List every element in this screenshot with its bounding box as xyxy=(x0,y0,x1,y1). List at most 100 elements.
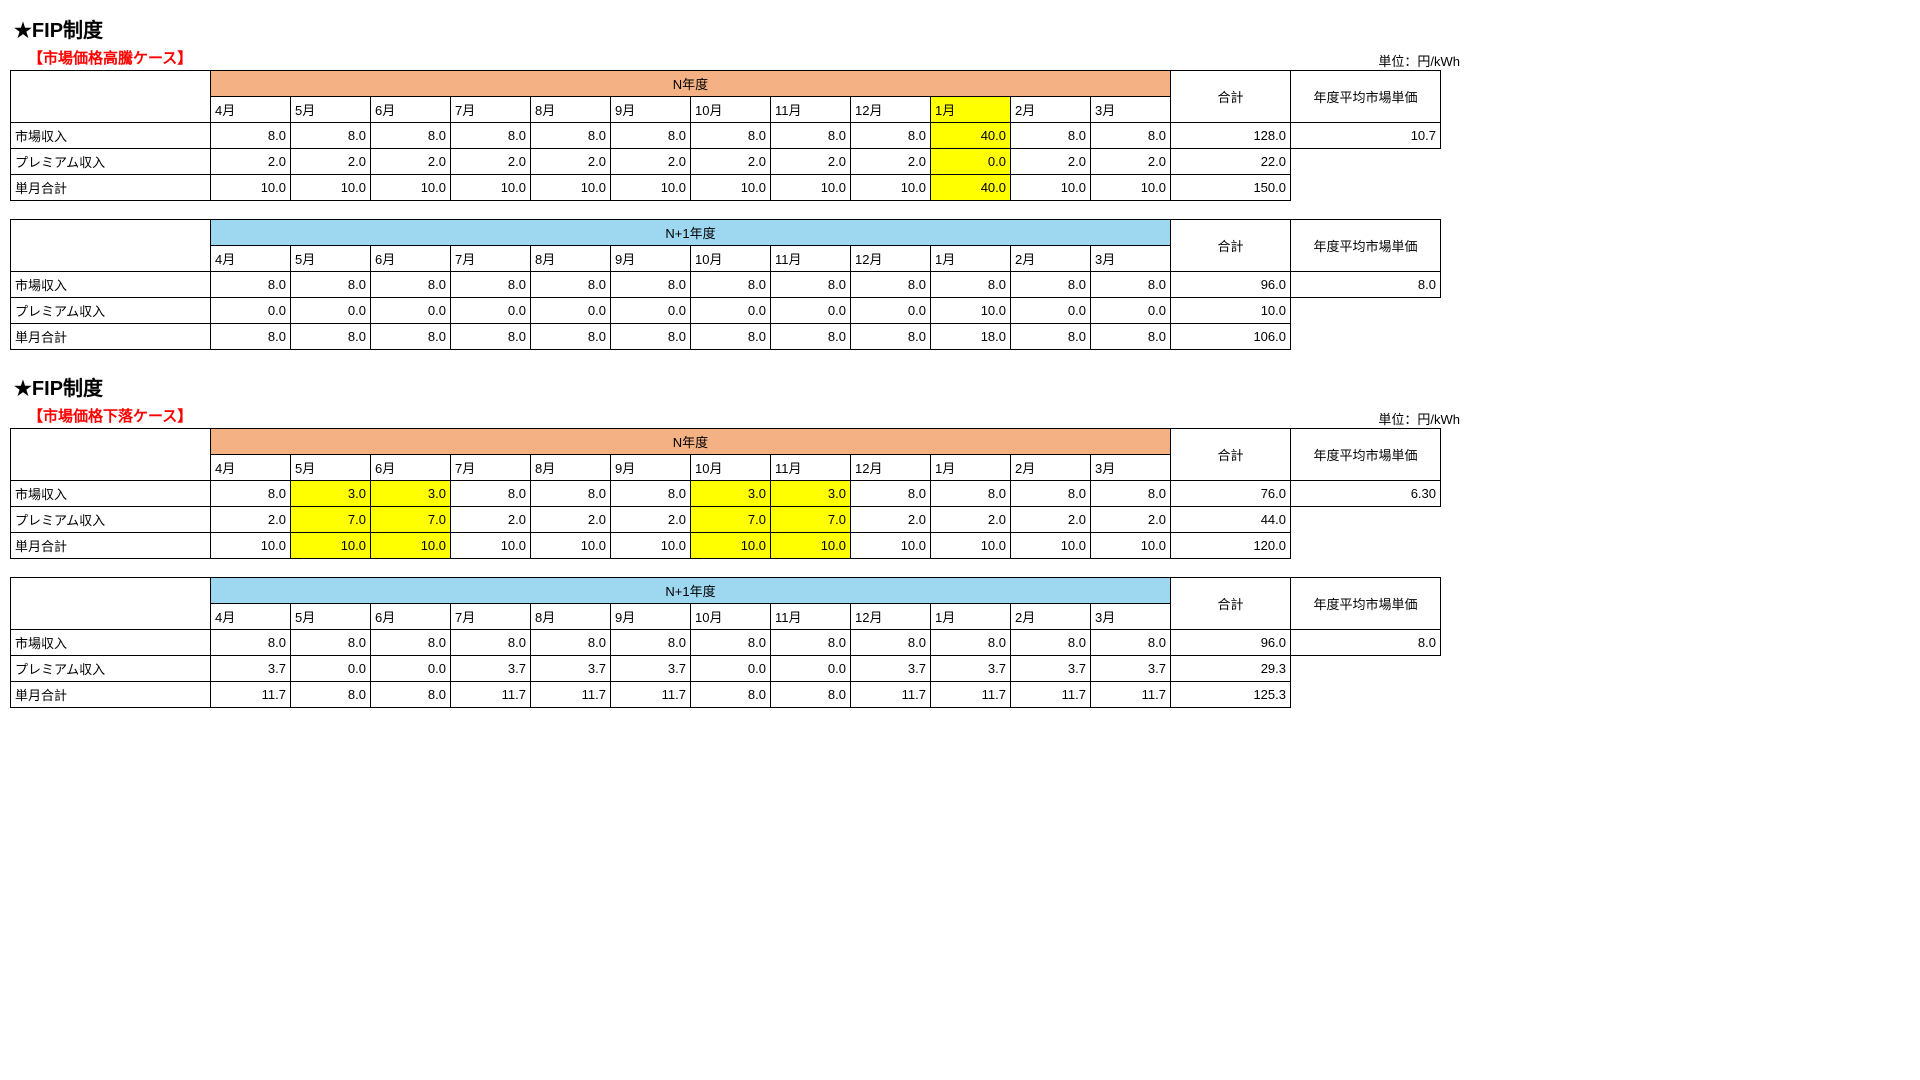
data-cell: 8.0 xyxy=(371,272,451,298)
data-cell: 8.0 xyxy=(691,682,771,708)
avg-header: 年度平均市場単価 xyxy=(1291,429,1441,481)
data-cell: 8.0 xyxy=(531,272,611,298)
data-cell: 8.0 xyxy=(531,481,611,507)
month-header: 8月 xyxy=(531,455,611,481)
month-header: 12月 xyxy=(851,604,931,630)
data-cell: 0.0 xyxy=(691,656,771,682)
data-cell: 11.7 xyxy=(531,682,611,708)
data-cell: 8.0 xyxy=(451,630,531,656)
month-header: 3月 xyxy=(1091,604,1171,630)
data-cell: 8.0 xyxy=(1091,123,1171,149)
fip-tables-root: ★FIP制度【市場価格高騰ケース】単位：円/kWhN年度合計年度平均市場単価4月… xyxy=(10,14,1910,708)
data-cell: 8.0 xyxy=(691,272,771,298)
data-cell: 10.0 xyxy=(691,175,771,201)
year-header: N年度 xyxy=(211,71,1171,97)
month-header: 12月 xyxy=(851,97,931,123)
data-cell: 10.0 xyxy=(1011,175,1091,201)
month-header: 6月 xyxy=(371,97,451,123)
month-header: 4月 xyxy=(211,455,291,481)
data-cell: 0.0 xyxy=(291,298,371,324)
avg-cell-empty xyxy=(1291,656,1441,682)
data-cell: 0.0 xyxy=(691,298,771,324)
avg-cell-empty xyxy=(1291,324,1441,350)
data-cell: 2.0 xyxy=(931,507,1011,533)
data-cell: 0.0 xyxy=(1091,298,1171,324)
data-cell: 10.0 xyxy=(1091,533,1171,559)
month-header: 6月 xyxy=(371,455,451,481)
blank-header xyxy=(11,71,211,123)
data-cell: 7.0 xyxy=(771,507,851,533)
data-cell: 8.0 xyxy=(611,481,691,507)
data-cell: 2.0 xyxy=(531,149,611,175)
section-title: ★FIP制度 xyxy=(14,372,1910,401)
data-cell: 3.7 xyxy=(1091,656,1171,682)
data-cell: 10.0 xyxy=(1011,533,1091,559)
data-cell: 10.0 xyxy=(851,175,931,201)
month-header: 3月 xyxy=(1091,246,1171,272)
data-cell: 3.0 xyxy=(771,481,851,507)
total-cell: 29.3 xyxy=(1171,656,1291,682)
data-cell: 0.0 xyxy=(611,298,691,324)
data-cell: 10.0 xyxy=(291,175,371,201)
data-cell: 2.0 xyxy=(611,149,691,175)
data-cell: 3.0 xyxy=(691,481,771,507)
data-cell: 2.0 xyxy=(211,149,291,175)
row-label: 市場収入 xyxy=(11,630,211,656)
total-cell: 44.0 xyxy=(1171,507,1291,533)
row-label: 市場収入 xyxy=(11,123,211,149)
month-header: 12月 xyxy=(851,246,931,272)
data-cell: 0.0 xyxy=(531,298,611,324)
data-cell: 3.0 xyxy=(371,481,451,507)
data-cell: 2.0 xyxy=(771,149,851,175)
month-header: 9月 xyxy=(611,604,691,630)
month-header: 11月 xyxy=(771,455,851,481)
blank-header xyxy=(11,429,211,481)
avg-cell-empty xyxy=(1291,175,1441,201)
data-cell: 10.0 xyxy=(851,533,931,559)
row-label: 単月合計 xyxy=(11,533,211,559)
fip-table: N年度合計年度平均市場単価4月5月6月7月8月9月10月11月12月1月2月3月… xyxy=(10,428,1441,559)
data-cell: 8.0 xyxy=(291,682,371,708)
month-header: 8月 xyxy=(531,246,611,272)
data-cell: 8.0 xyxy=(691,630,771,656)
month-header: 4月 xyxy=(211,97,291,123)
data-cell: 8.0 xyxy=(1011,123,1091,149)
data-cell: 10.0 xyxy=(611,533,691,559)
avg-cell: 8.0 xyxy=(1291,272,1441,298)
data-cell: 8.0 xyxy=(211,481,291,507)
data-cell: 8.0 xyxy=(851,630,931,656)
data-cell: 8.0 xyxy=(1091,481,1171,507)
month-header: 7月 xyxy=(451,604,531,630)
data-cell: 0.0 xyxy=(451,298,531,324)
data-cell: 8.0 xyxy=(531,630,611,656)
total-header: 合計 xyxy=(1171,578,1291,630)
total-cell: 22.0 xyxy=(1171,149,1291,175)
fip-table: N+1年度合計年度平均市場単価4月5月6月7月8月9月10月11月12月1月2月… xyxy=(10,577,1441,708)
avg-header: 年度平均市場単価 xyxy=(1291,578,1441,630)
data-cell: 11.7 xyxy=(611,682,691,708)
avg-cell-empty xyxy=(1291,533,1441,559)
data-cell: 11.7 xyxy=(851,682,931,708)
data-cell: 8.0 xyxy=(451,272,531,298)
month-header: 9月 xyxy=(611,246,691,272)
data-cell: 8.0 xyxy=(851,272,931,298)
data-cell: 11.7 xyxy=(211,682,291,708)
month-header: 11月 xyxy=(771,604,851,630)
data-cell: 8.0 xyxy=(771,630,851,656)
month-header: 4月 xyxy=(211,604,291,630)
total-cell: 120.0 xyxy=(1171,533,1291,559)
month-header: 8月 xyxy=(531,97,611,123)
data-cell: 10.0 xyxy=(1091,175,1171,201)
month-header: 12月 xyxy=(851,455,931,481)
month-header: 1月 xyxy=(931,97,1011,123)
data-cell: 8.0 xyxy=(1091,630,1171,656)
unit-label: 単位：円/kWh xyxy=(1378,409,1460,428)
data-cell: 8.0 xyxy=(771,272,851,298)
data-cell: 0.0 xyxy=(371,298,451,324)
data-cell: 0.0 xyxy=(291,656,371,682)
row-label: 市場収入 xyxy=(11,481,211,507)
data-cell: 0.0 xyxy=(771,298,851,324)
data-cell: 10.0 xyxy=(771,533,851,559)
data-cell: 8.0 xyxy=(211,630,291,656)
data-cell: 3.0 xyxy=(291,481,371,507)
